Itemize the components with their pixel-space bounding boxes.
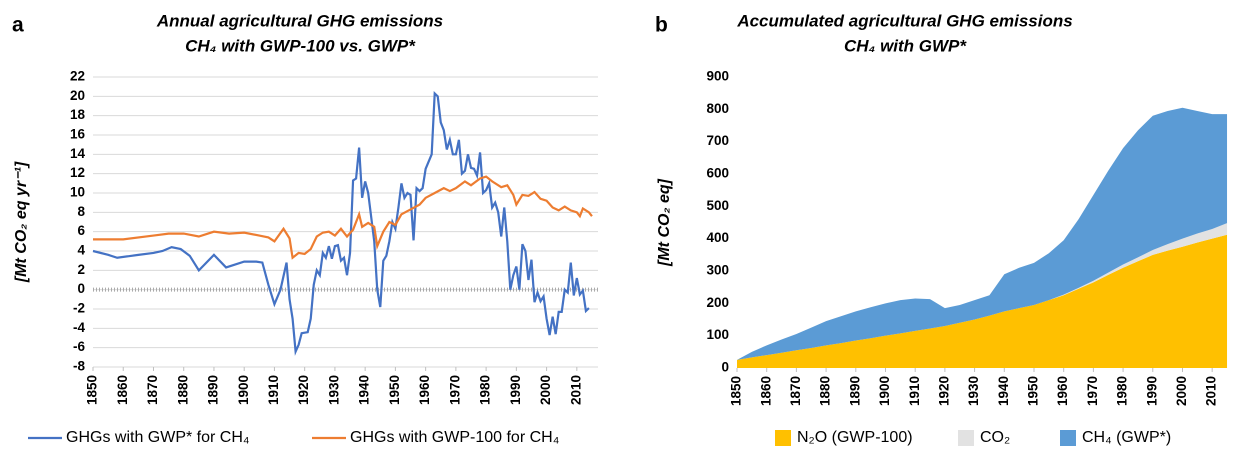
x-tick-label: 2010 xyxy=(1204,376,1219,406)
y-tick-label: 2 xyxy=(77,262,85,277)
x-tick-label: 2010 xyxy=(568,375,583,405)
legend-label: CH₄ (GWP*) xyxy=(1082,429,1171,446)
y-tick-label: 22 xyxy=(70,69,85,84)
y-tick-label: 500 xyxy=(706,198,729,213)
y-tick-label: 20 xyxy=(70,88,85,103)
x-tick-label: 1970 xyxy=(447,375,462,405)
x-tick-label: 1880 xyxy=(175,375,190,405)
panel-label: b xyxy=(655,14,668,37)
x-tick-label: 1950 xyxy=(387,375,402,405)
x-tick-label: 1970 xyxy=(1085,376,1100,406)
legend-swatch xyxy=(775,430,791,446)
x-tick-label: 1890 xyxy=(206,375,221,405)
y-tick-label: 300 xyxy=(706,263,729,278)
x-tick-label: 1930 xyxy=(326,375,341,405)
y-tick-label: 10 xyxy=(70,185,85,200)
x-tick-label: 1940 xyxy=(357,375,372,405)
legend-label: N₂O (GWP-100) xyxy=(797,429,913,446)
y-tick-label: 18 xyxy=(70,107,86,122)
x-tick-label: 1980 xyxy=(1115,376,1130,406)
chart-title: Accumulated agricultural GHG emissions xyxy=(736,11,1072,30)
x-tick-label: 1930 xyxy=(966,376,981,406)
y-tick-label: 100 xyxy=(706,327,729,342)
x-tick-label: 1880 xyxy=(818,376,833,406)
x-tick-label: 1850 xyxy=(85,375,100,405)
x-tick-label: 1890 xyxy=(847,376,862,406)
y-tick-label: 8 xyxy=(77,204,85,219)
x-tick-label: 1870 xyxy=(145,375,160,405)
chart-subtitle: CH₄ with GWP* xyxy=(844,36,967,55)
x-tick-label: 1900 xyxy=(877,376,892,406)
y-tick-label: 400 xyxy=(706,230,729,245)
x-tick-label: 2000 xyxy=(538,375,553,405)
x-tick-label: 1980 xyxy=(478,375,493,405)
legend-swatch xyxy=(1060,430,1076,446)
legend-label: CO₂ xyxy=(980,429,1010,446)
y-tick-label: -8 xyxy=(73,359,85,374)
x-tick-label: 1860 xyxy=(115,375,130,405)
y-tick-label: 14 xyxy=(70,146,86,161)
x-tick-label: 1920 xyxy=(296,375,311,405)
x-tick-label: 1960 xyxy=(1055,376,1070,406)
data-line xyxy=(93,175,593,260)
y-tick-label: -4 xyxy=(73,320,85,335)
x-tick-label: 1900 xyxy=(236,375,251,405)
y-tick-label: -2 xyxy=(73,301,85,316)
y-tick-label: -6 xyxy=(73,339,85,354)
x-tick-label: 1990 xyxy=(1144,376,1159,406)
panel-label: a xyxy=(12,14,24,37)
y-tick-label: 16 xyxy=(70,127,86,142)
x-tick-label: 1910 xyxy=(266,375,281,405)
x-tick-label: 1960 xyxy=(417,375,432,405)
legend-swatch xyxy=(958,430,974,446)
y-tick-label: 12 xyxy=(70,165,85,180)
y-axis-title: [Mt CO₂ eq] xyxy=(656,178,673,267)
y-tick-label: 700 xyxy=(706,133,729,148)
x-tick-label: 2000 xyxy=(1174,376,1189,406)
x-tick-label: 1940 xyxy=(996,376,1011,406)
x-tick-label: 1920 xyxy=(936,376,951,406)
x-tick-label: 1910 xyxy=(907,376,922,406)
y-axis-title: [Mt CO₂ eq yr⁻¹] xyxy=(13,161,30,283)
x-tick-label: 1950 xyxy=(1026,376,1041,406)
y-tick-label: 900 xyxy=(706,69,729,84)
data-line xyxy=(92,90,590,356)
y-tick-label: 200 xyxy=(706,295,729,310)
data-area xyxy=(737,234,1228,368)
x-tick-label: 1850 xyxy=(729,376,744,406)
y-tick-label: 6 xyxy=(77,223,85,238)
data-area xyxy=(737,107,1228,360)
x-tick-label: 1990 xyxy=(508,375,523,405)
chart-title: Annual agricultural GHG emissions xyxy=(156,11,443,30)
legend-label: GHGs with GWP-100 for CH₄ xyxy=(350,429,559,446)
chart-subtitle: CH₄ with GWP-100 vs. GWP* xyxy=(185,36,416,55)
y-tick-label: 4 xyxy=(77,243,85,258)
x-tick-label: 1870 xyxy=(788,376,803,406)
x-tick-label: 1860 xyxy=(758,376,773,406)
y-tick-label: 800 xyxy=(706,101,729,116)
y-tick-label: 0 xyxy=(721,360,729,375)
y-tick-label: 0 xyxy=(77,281,85,296)
legend-label: GHGs with GWP* for CH₄ xyxy=(66,429,249,446)
y-tick-label: 600 xyxy=(706,166,729,181)
